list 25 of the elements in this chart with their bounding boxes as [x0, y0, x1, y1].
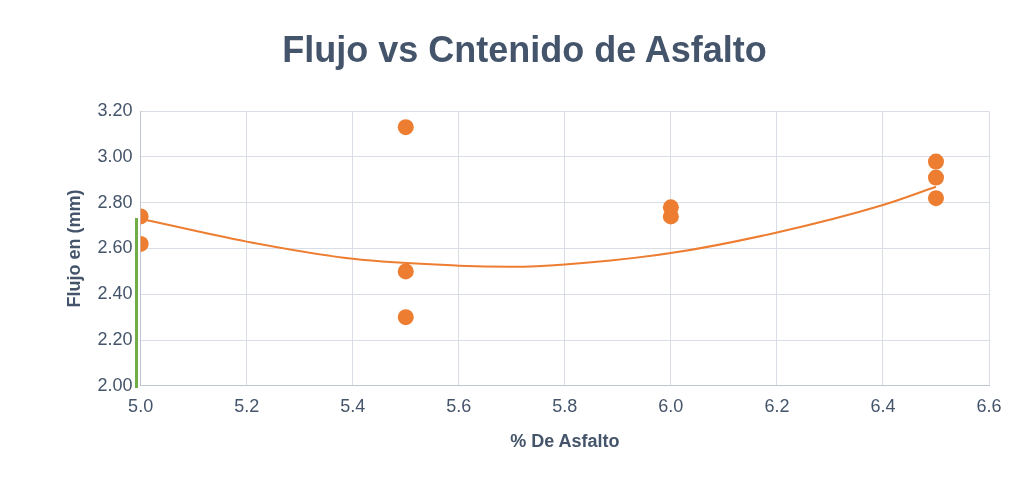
point [397, 119, 414, 136]
y-tick-label: 3.00 [97, 145, 133, 166]
y-tick-label: 2.80 [97, 191, 133, 212]
point [397, 309, 414, 326]
y-tick-label: 3.20 [97, 100, 133, 121]
x-axis-title: % De Asfalto [510, 431, 620, 452]
y-tick-label: 2.40 [97, 283, 133, 304]
y-tick-label: 2.60 [97, 237, 133, 258]
x-tick-label: 5.0 [128, 395, 154, 416]
x-tick-label: 5.2 [234, 395, 260, 416]
x-tick-label: 6.4 [870, 395, 896, 416]
point [927, 153, 944, 170]
x-tick-label: 6.2 [764, 395, 790, 416]
x-tick-label: 6.6 [976, 395, 1002, 416]
x-tick-label: 6.0 [658, 395, 684, 416]
x-tick-label: 5.6 [446, 395, 472, 416]
y-tick-label: 2.20 [97, 329, 133, 349]
point [927, 190, 944, 207]
y-tick-label: 2.00 [97, 374, 133, 395]
x-tick-label: 5.8 [552, 395, 578, 416]
chart-title: Flujo vs Cntenido de Asfalto [282, 28, 767, 70]
point [927, 169, 944, 186]
point [397, 263, 414, 280]
x-tick-label: 5.4 [340, 395, 366, 416]
y-axis-title: Flujo en (mm) [63, 189, 84, 308]
